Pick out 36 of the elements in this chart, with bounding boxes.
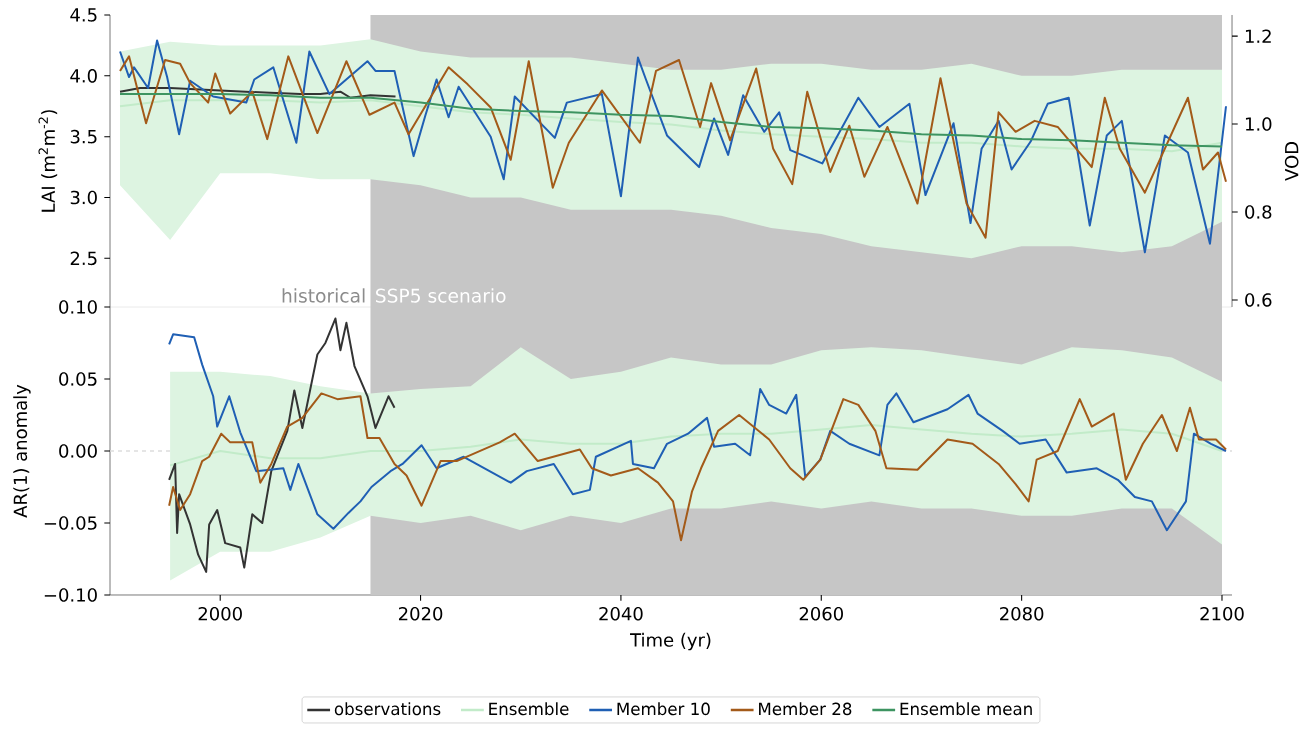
line-series (168, 333, 1227, 532)
y-axis-title: LAI (m$^{2}$m$^{-2}$) (38, 110, 58, 212)
y-tick-label: 0.05 (59, 372, 97, 386)
x-tick-label: 2020 (398, 606, 443, 621)
y-tick-label: 3.0 (70, 190, 97, 205)
y-tick-label: 0.00 (59, 444, 97, 458)
y-tick-label: −0.05 (44, 516, 97, 530)
x-tick-label: 2080 (1000, 606, 1044, 621)
legend-label: Member 28 (759, 702, 852, 716)
line-series (168, 317, 396, 573)
legend-label: Member 10 (617, 702, 710, 716)
y2-tick-label: 1.0 (1245, 117, 1272, 131)
legend-label: observations (334, 702, 441, 716)
y-tick-label: −0.10 (44, 588, 97, 602)
x-tick-label: 2040 (599, 606, 643, 621)
y2-tick-label: 1.2 (1245, 29, 1271, 43)
y-axis-title: AR(1) anomaly (13, 384, 31, 518)
y-tick-label: 0.10 (59, 300, 97, 314)
y-tick-label: 2.5 (70, 251, 97, 266)
y2-axis-title: VOD (1284, 142, 1299, 181)
band-label: SSP5 scenario (375, 288, 506, 303)
line-series (119, 87, 397, 99)
y2-tick-label: 0.8 (1245, 205, 1272, 219)
y-tick-label: 4.5 (70, 8, 97, 22)
legend-label: Ensemble (489, 702, 569, 716)
line-series (169, 424, 1223, 467)
x-tick-label: 2000 (198, 606, 242, 621)
y-tick-label: 4.0 (70, 69, 97, 83)
x-tick-label: 2060 (799, 606, 843, 621)
legend-label: Ensemble mean (900, 702, 1032, 716)
x-tick-label: 2100 (1200, 606, 1244, 621)
annotation: historical (282, 288, 365, 303)
y2-tick-label: 0.6 (1245, 293, 1272, 307)
line-series (168, 392, 1227, 542)
x-axis-title: Time (yr) (630, 632, 711, 651)
y-tick-label: 3.5 (70, 129, 97, 144)
